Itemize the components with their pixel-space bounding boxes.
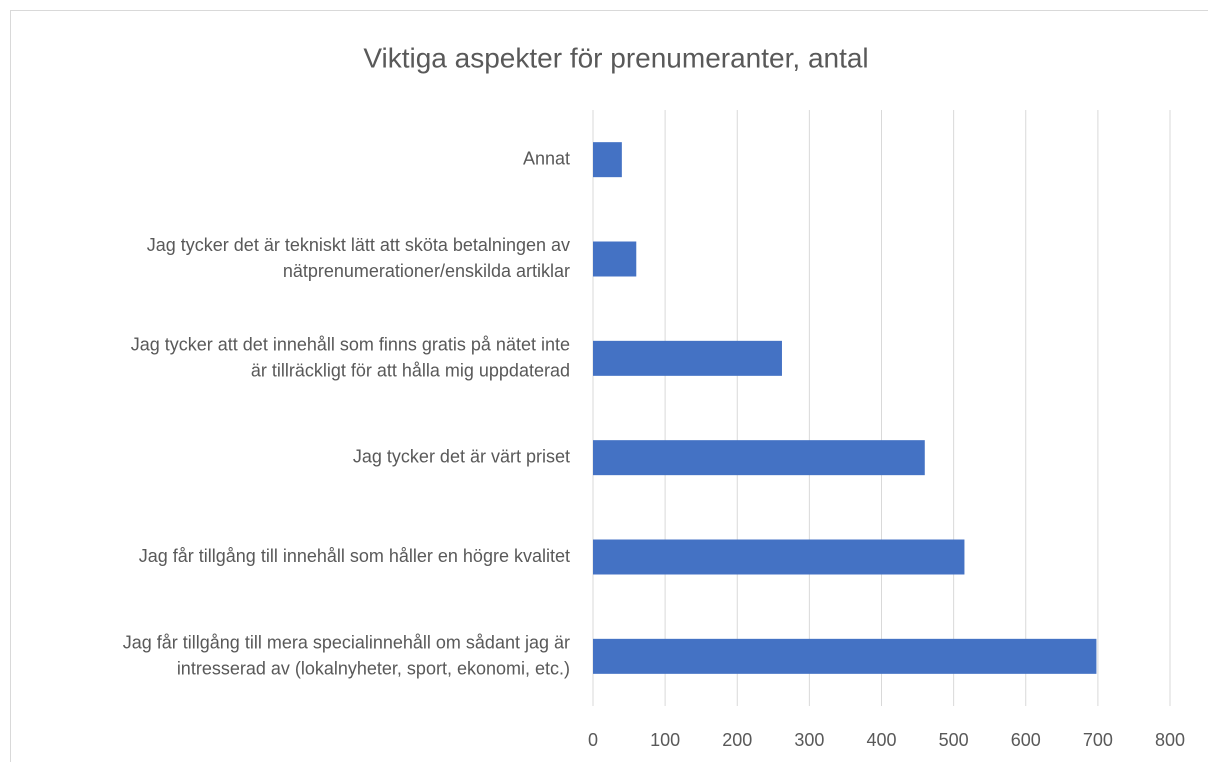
bar	[593, 340, 782, 376]
x-tick-label: 0	[588, 730, 598, 750]
bar	[593, 539, 965, 575]
x-tick-label: 700	[1083, 730, 1113, 750]
bar	[593, 638, 1097, 674]
y-tick-label: Jag tycker det är värt priset	[353, 446, 570, 466]
chart-frame	[10, 10, 1208, 762]
y-tick-label: Jag får tillgång till mera specialinnehå…	[123, 632, 570, 678]
x-tick-label: 800	[1155, 730, 1185, 750]
y-tick-label: Jag får tillgång till innehåll som hålle…	[139, 546, 570, 566]
chart-title: Viktiga aspekter för prenumeranter, anta…	[363, 42, 868, 73]
bar	[593, 142, 622, 178]
x-tick-label: 500	[939, 730, 969, 750]
x-tick-label: 100	[650, 730, 680, 750]
x-tick-label: 300	[794, 730, 824, 750]
y-tick-label: Annat	[523, 148, 570, 168]
y-tick-label: Jag tycker det är tekniskt lätt att sköt…	[147, 235, 570, 281]
y-tick-label: Jag tycker att det innehåll som finns gr…	[131, 334, 570, 380]
x-tick-label: 400	[866, 730, 896, 750]
bar	[593, 440, 925, 476]
x-tick-label: 200	[722, 730, 752, 750]
bar	[593, 241, 637, 277]
x-tick-label: 600	[1011, 730, 1041, 750]
